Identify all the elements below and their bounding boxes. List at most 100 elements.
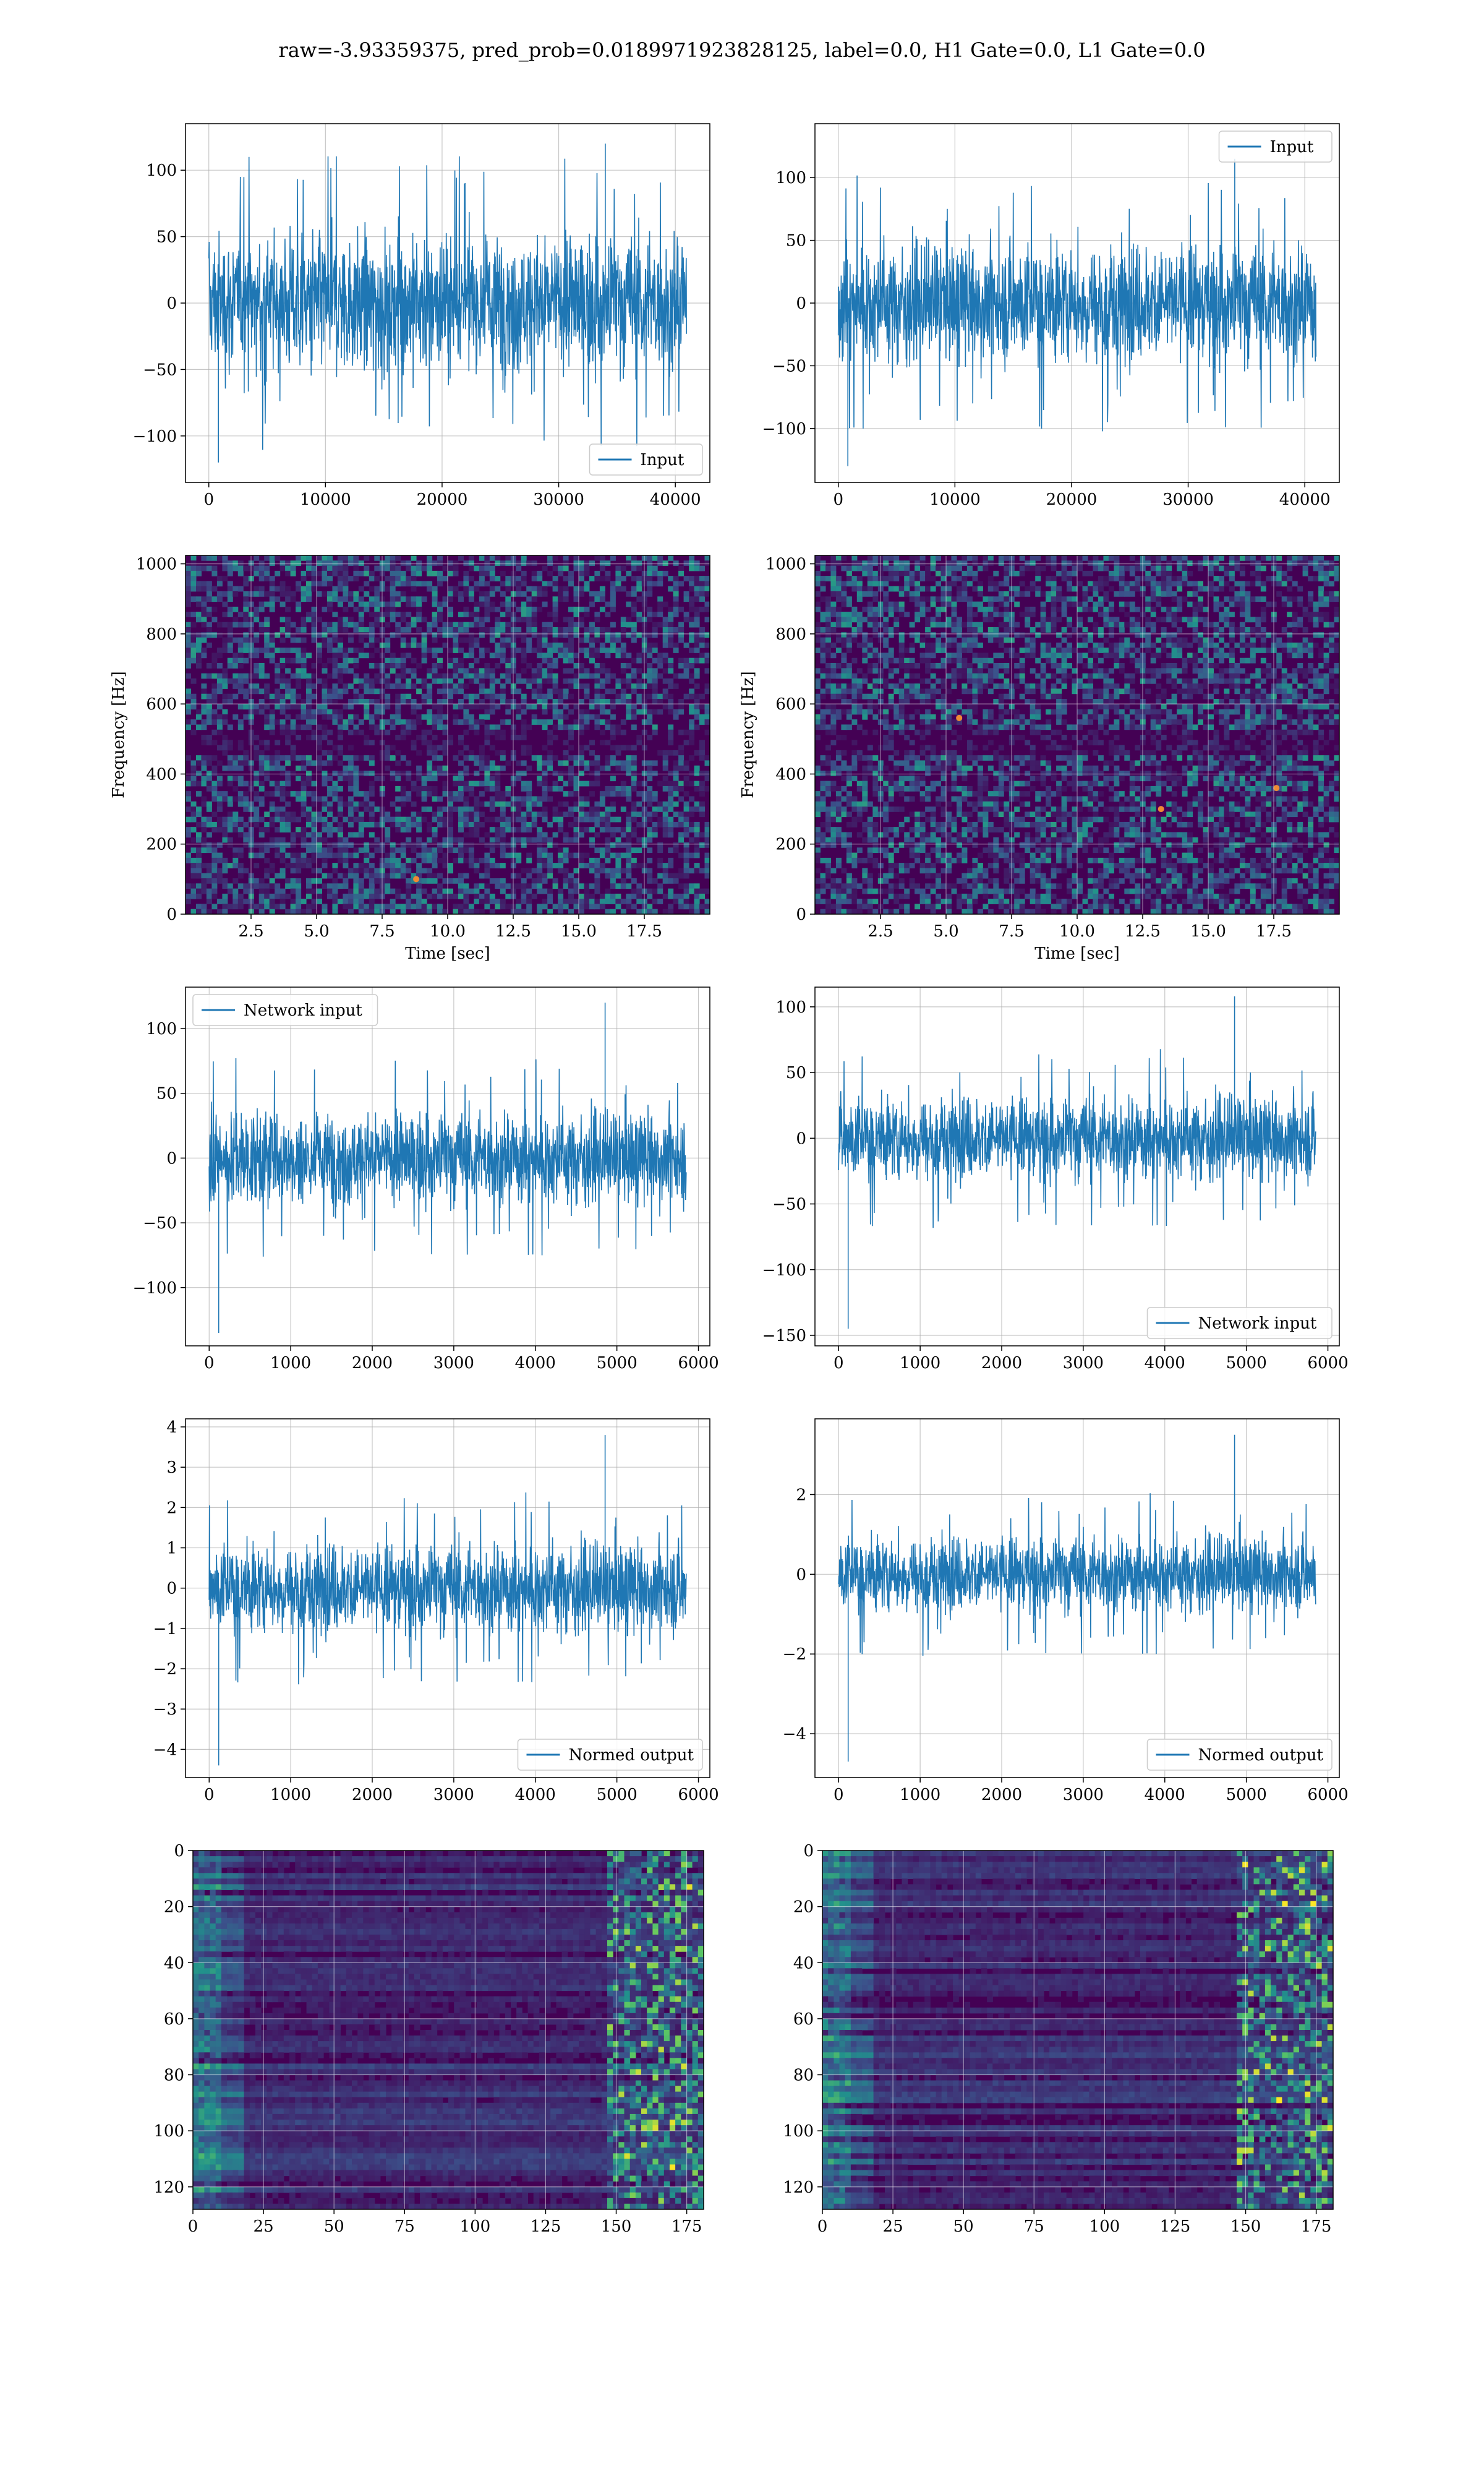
heatmap-cell bbox=[479, 755, 485, 761]
heatmap-cell bbox=[579, 745, 584, 751]
heatmap-cell bbox=[851, 606, 858, 612]
heatmap-cell bbox=[406, 842, 412, 848]
heatmap-cell bbox=[615, 750, 621, 756]
heatmap-cell bbox=[888, 735, 894, 740]
heatmap-cell bbox=[248, 807, 254, 812]
heatmap-cell bbox=[322, 801, 328, 807]
heatmap-cell bbox=[678, 704, 684, 710]
heatmap-cell bbox=[474, 617, 480, 623]
heatmap-cell bbox=[332, 816, 338, 823]
heatmap-cell bbox=[479, 699, 485, 704]
heatmap-cell bbox=[641, 693, 647, 700]
heatmap-cell bbox=[332, 714, 338, 720]
heatmap-cell bbox=[631, 878, 637, 884]
heatmap-cell bbox=[463, 627, 469, 633]
heatmap-cell bbox=[390, 842, 396, 848]
heatmap-cell bbox=[647, 760, 653, 766]
heatmap-cell bbox=[552, 565, 558, 571]
heatmap-cell bbox=[867, 760, 873, 766]
heatmap-cell bbox=[290, 673, 296, 679]
heatmap-cell bbox=[416, 821, 422, 828]
heatmap-cell bbox=[620, 781, 626, 787]
heatmap-cell bbox=[427, 729, 433, 735]
heatmap-cell bbox=[248, 852, 254, 858]
heatmap-cell bbox=[390, 745, 396, 751]
heatmap-cell bbox=[358, 699, 364, 704]
heatmap-cell bbox=[237, 648, 244, 653]
heatmap-cell bbox=[835, 832, 842, 838]
heatmap-cell bbox=[343, 755, 349, 761]
heatmap-cell bbox=[369, 832, 375, 838]
heatmap-cell bbox=[673, 683, 679, 689]
heatmap-cell bbox=[411, 683, 417, 689]
heatmap-cell bbox=[421, 904, 427, 910]
heatmap-cell bbox=[552, 632, 558, 638]
heatmap-cell bbox=[468, 847, 474, 854]
heatmap-cell bbox=[216, 857, 223, 863]
heatmap-cell bbox=[237, 653, 244, 659]
heatmap-cell bbox=[584, 637, 590, 643]
heatmap-cell bbox=[364, 821, 370, 828]
heatmap-cell bbox=[846, 663, 852, 669]
heatmap-cell bbox=[458, 591, 464, 597]
heatmap-cell bbox=[589, 576, 595, 581]
heatmap-cell bbox=[610, 776, 616, 782]
heatmap-cell bbox=[694, 673, 700, 679]
heatmap-cell bbox=[369, 724, 375, 730]
heatmap-cell bbox=[243, 637, 249, 643]
heatmap-cell bbox=[358, 863, 364, 868]
heatmap-cell bbox=[589, 771, 595, 776]
heatmap-cell bbox=[815, 857, 821, 863]
heatmap-cell bbox=[689, 678, 695, 684]
heatmap-cell bbox=[877, 863, 884, 868]
heatmap-cell bbox=[337, 847, 343, 854]
heatmap-cell bbox=[815, 888, 821, 894]
heatmap-cell bbox=[479, 745, 485, 751]
heatmap-cell bbox=[657, 612, 663, 617]
heatmap-cell bbox=[888, 868, 894, 874]
heatmap-cell bbox=[915, 606, 921, 612]
heatmap-cell bbox=[489, 709, 495, 715]
heatmap-cell bbox=[254, 807, 260, 812]
heatmap-cell bbox=[862, 791, 868, 797]
heatmap-cell bbox=[820, 627, 826, 633]
heatmap-cell bbox=[699, 714, 705, 720]
heatmap-cell bbox=[484, 888, 490, 894]
heatmap-cell bbox=[285, 683, 291, 689]
heatmap-cell bbox=[820, 888, 826, 894]
heatmap-cell bbox=[510, 642, 516, 648]
heatmap-cell bbox=[500, 683, 506, 689]
heatmap-cell bbox=[421, 729, 427, 735]
heatmap-cell bbox=[258, 827, 265, 833]
heatmap-cell bbox=[579, 586, 584, 592]
heatmap-cell bbox=[893, 847, 900, 854]
heatmap-cell bbox=[264, 755, 270, 761]
heatmap-cell bbox=[552, 586, 558, 592]
heatmap-cell bbox=[851, 565, 858, 571]
heatmap-cell bbox=[526, 888, 532, 894]
heatmap-cell bbox=[248, 801, 254, 807]
heatmap-cell bbox=[877, 668, 884, 674]
heatmap-cell bbox=[526, 648, 532, 653]
heatmap-cell bbox=[301, 591, 307, 597]
heatmap-cell bbox=[579, 807, 584, 812]
heatmap-cell bbox=[385, 657, 391, 664]
heatmap-cell bbox=[841, 883, 847, 889]
heatmap-cell bbox=[216, 622, 223, 628]
heatmap-cell bbox=[301, 827, 307, 833]
heatmap-cell bbox=[416, 852, 422, 858]
heatmap-cell bbox=[474, 642, 480, 648]
heatmap-cell bbox=[427, 750, 433, 756]
heatmap-cell bbox=[400, 612, 406, 617]
heatmap-cell bbox=[201, 816, 207, 823]
heatmap-cell bbox=[526, 827, 532, 833]
heatmap-cell bbox=[379, 863, 385, 868]
heatmap-cell bbox=[594, 591, 600, 597]
heatmap-cell bbox=[872, 776, 879, 782]
heatmap-cell bbox=[379, 704, 385, 710]
heatmap-cell bbox=[615, 904, 621, 910]
heatmap-cell bbox=[264, 642, 270, 648]
heatmap-cell bbox=[279, 673, 286, 679]
heatmap-cell bbox=[683, 801, 689, 807]
heatmap-cell bbox=[647, 857, 653, 863]
